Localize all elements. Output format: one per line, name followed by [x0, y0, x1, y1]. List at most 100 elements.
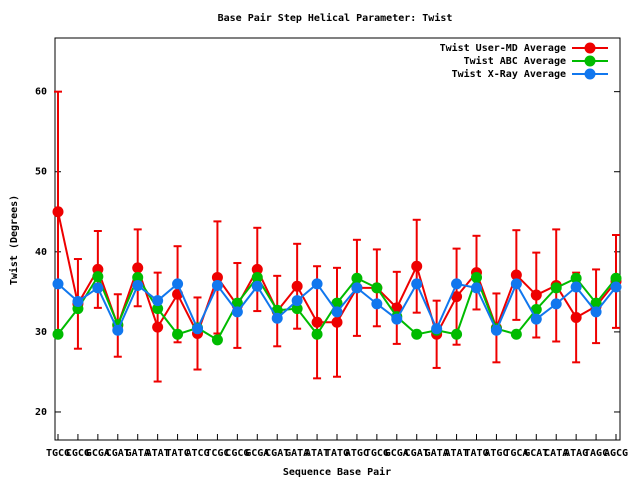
x-tick-label: TGCG	[365, 448, 389, 459]
point	[550, 298, 562, 310]
point	[510, 269, 522, 281]
x-tick-label: TATG	[325, 448, 349, 459]
x-tick-label: CGAT	[106, 448, 130, 459]
x-tick-label: ATGC	[345, 448, 369, 459]
point	[112, 324, 124, 336]
x-tick-label: ATGC	[484, 448, 508, 459]
point	[451, 291, 463, 303]
legend-marker	[584, 68, 596, 80]
x-tick-label: TGCG	[46, 448, 70, 459]
point	[570, 281, 582, 293]
x-tick-label: CGCG	[66, 448, 90, 459]
y-tick-label: 50	[35, 167, 47, 178]
point	[351, 282, 363, 294]
point	[590, 297, 602, 309]
point	[331, 306, 343, 318]
point	[311, 316, 323, 328]
point	[451, 328, 463, 340]
x-tick-label: GATA	[285, 448, 309, 459]
x-axis-label: Sequence Base Pair	[283, 466, 391, 478]
x-tick-label: CGAT	[265, 448, 289, 459]
point	[471, 282, 482, 294]
point	[570, 311, 582, 323]
point	[52, 328, 64, 340]
point	[331, 316, 343, 328]
point	[530, 313, 542, 325]
point	[530, 289, 542, 301]
point	[192, 323, 203, 335]
x-tick-label: ATAT	[146, 448, 170, 459]
x-tick-label: GATA	[425, 448, 449, 459]
x-tick-label: TATG	[464, 448, 488, 459]
point	[172, 278, 184, 290]
x-tick-label: GCGA	[245, 448, 269, 459]
point	[510, 328, 522, 340]
point	[211, 334, 223, 346]
point	[411, 328, 423, 340]
legend-marker	[584, 55, 596, 67]
x-tick-label: ATAG	[564, 448, 588, 459]
point	[152, 321, 164, 333]
y-tick-label: 60	[35, 87, 47, 98]
x-tick-label: GCAT	[524, 448, 548, 459]
point	[391, 313, 403, 325]
x-tick-label: GCGA	[86, 448, 110, 459]
x-tick-label: TATC	[166, 448, 190, 459]
point	[251, 263, 263, 275]
point	[391, 302, 403, 314]
legend-marker	[584, 42, 596, 54]
x-tick-label: TAGC	[584, 448, 608, 459]
point	[152, 303, 164, 315]
point	[431, 323, 443, 335]
point	[271, 312, 283, 324]
point	[610, 272, 622, 284]
point	[291, 295, 303, 307]
x-tick-label: TCGC	[205, 448, 229, 459]
point	[172, 328, 184, 340]
y-axis-label: Twist (Degrees)	[8, 195, 20, 285]
point	[231, 306, 243, 318]
point	[411, 260, 423, 272]
point	[132, 262, 144, 274]
point	[311, 278, 323, 290]
x-tick-label: AGCG	[604, 448, 628, 459]
point	[52, 278, 64, 290]
legend-label: Twist User-MD Average	[440, 42, 566, 54]
point	[471, 271, 482, 283]
point	[490, 324, 502, 336]
y-tick-label: 20	[35, 407, 47, 418]
point	[251, 280, 263, 292]
point	[371, 298, 383, 310]
point	[92, 271, 104, 283]
point	[311, 328, 323, 340]
point	[371, 282, 383, 294]
point	[550, 282, 562, 294]
legend-label: Twist X-Ray Average	[452, 68, 566, 80]
x-tick-label: GATA	[126, 448, 150, 459]
x-tick-label: ATAT	[305, 448, 329, 459]
point	[211, 279, 223, 291]
y-tick-label: 40	[35, 247, 47, 258]
x-tick-label: CATA	[544, 448, 568, 459]
point	[152, 295, 164, 307]
point	[132, 279, 144, 291]
point	[52, 206, 64, 218]
x-tick-label: ATCG	[185, 448, 209, 459]
plot-frame	[54, 37, 621, 441]
legend-label: Twist ABC Average	[464, 55, 566, 67]
point	[331, 297, 343, 309]
x-tick-label: ATAT	[445, 448, 469, 459]
point	[291, 280, 303, 292]
point	[510, 278, 522, 290]
x-tick-label: TGCA	[504, 448, 528, 459]
point	[411, 278, 423, 290]
point	[590, 306, 602, 318]
point	[251, 271, 263, 283]
y-tick-label: 30	[35, 327, 47, 338]
point	[231, 297, 243, 309]
x-tick-label: CGCG	[225, 448, 249, 459]
point	[451, 278, 463, 290]
x-tick-label: GCGA	[385, 448, 409, 459]
point	[211, 271, 223, 283]
